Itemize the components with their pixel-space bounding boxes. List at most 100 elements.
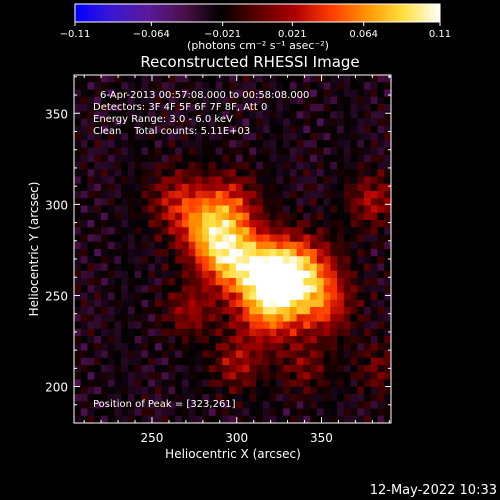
heatmap-cell — [141, 82, 149, 91]
heatmap-cell — [181, 372, 190, 381]
heatmap-cell — [208, 292, 217, 301]
heatmap-cell — [337, 96, 345, 105]
heatmap-cell — [202, 365, 210, 373]
heatmap-cell — [276, 372, 284, 381]
heatmap-cell — [100, 328, 109, 337]
heatmap-cell — [303, 154, 311, 163]
heatmap-cell — [229, 299, 237, 308]
heatmap-cell — [168, 415, 176, 424]
heatmap-cell — [330, 394, 338, 402]
plot-frame — [73, 74, 392, 424]
heatmap-cell — [276, 321, 284, 330]
heatmap-cell — [188, 307, 196, 315]
heatmap-cell — [100, 198, 109, 207]
heatmap-cell — [175, 111, 183, 120]
heatmap-cell — [343, 220, 352, 228]
heatmap-cell — [80, 75, 89, 83]
heatmap-cell — [168, 292, 176, 301]
heatmap-cell — [175, 256, 183, 265]
heatmap-cell — [330, 241, 338, 250]
heatmap-cell — [283, 249, 291, 257]
heatmap-cell — [80, 147, 89, 156]
heatmap-cell — [370, 278, 379, 286]
heatmap-cell — [276, 220, 284, 228]
heatmap-cell — [276, 227, 284, 236]
heatmap-cell — [269, 415, 277, 424]
heatmap-cell — [296, 256, 304, 265]
heatmap-cell — [377, 96, 385, 105]
heatmap-cell — [154, 169, 163, 178]
heatmap-cell — [337, 263, 345, 272]
heatmap-cell — [74, 408, 82, 417]
heatmap-cell — [283, 234, 291, 243]
heatmap-cell — [107, 249, 116, 257]
heatmap-cell — [364, 256, 372, 265]
colorbar-gradient — [74, 3, 441, 23]
heatmap-cell — [114, 285, 122, 294]
heatmap-cell — [80, 234, 89, 243]
heatmap-cell — [141, 249, 149, 257]
heatmap-cell — [377, 270, 385, 279]
heatmap-cell — [80, 372, 89, 381]
heatmap-cell — [235, 379, 244, 388]
heatmap-cell — [256, 270, 264, 279]
heatmap-cell — [195, 220, 203, 228]
heatmap-cell — [87, 118, 95, 127]
heatmap-cell — [222, 343, 230, 352]
heatmap-cell — [337, 183, 345, 192]
heatmap-cell — [262, 343, 271, 352]
heatmap-cell — [256, 176, 264, 185]
heatmap-cell — [249, 198, 257, 207]
heatmap-cell — [249, 314, 257, 323]
heatmap-cell — [242, 205, 250, 214]
heatmap-cell — [337, 336, 345, 344]
heatmap-cell — [87, 176, 95, 185]
heatmap-cell — [269, 191, 277, 199]
heatmap-cell — [370, 285, 379, 294]
heatmap-cell — [74, 140, 82, 149]
heatmap-cell — [141, 357, 149, 366]
heatmap-cell — [377, 140, 385, 149]
heatmap-cell — [303, 82, 311, 91]
heatmap-cell — [161, 372, 170, 381]
heatmap-cell — [384, 169, 392, 178]
heatmap-cell — [188, 394, 196, 402]
heatmap-cell — [74, 241, 82, 250]
heatmap-cell — [384, 307, 392, 315]
heatmap-cell — [141, 111, 149, 120]
heatmap-cell — [188, 176, 196, 185]
heatmap-cell — [323, 89, 331, 98]
heatmap-cell — [107, 205, 116, 214]
heatmap-cell — [134, 372, 143, 381]
peak-position-label: Position of Peak = [323,261] — [93, 399, 236, 410]
heatmap-cell — [269, 292, 277, 301]
heatmap-cell — [296, 96, 304, 105]
heatmap-cell — [316, 394, 325, 402]
heatmap-cell — [384, 154, 392, 163]
heatmap-cell — [269, 379, 277, 388]
heatmap-cell — [370, 147, 379, 156]
heatmap-cell — [208, 336, 217, 344]
heatmap-cell — [235, 365, 244, 373]
heatmap-cell — [370, 89, 379, 98]
heatmap-cell — [269, 133, 277, 141]
heatmap-cell — [127, 169, 136, 178]
heatmap-cell — [256, 357, 264, 366]
heatmap-cell — [337, 191, 345, 199]
heatmap-cell — [289, 401, 298, 410]
heatmap-cell — [114, 343, 122, 352]
heatmap-cell — [202, 343, 210, 352]
x-tick-label: 250 — [141, 431, 164, 445]
heatmap-cell — [242, 241, 250, 250]
heatmap-cell — [175, 357, 183, 366]
heatmap-cell — [357, 176, 365, 185]
heatmap-cell — [370, 372, 379, 381]
heatmap-cell — [276, 96, 284, 105]
heatmap-cell — [316, 415, 325, 424]
annotation-energy-range: Energy Range: 3.0 - 6.0 keV — [93, 114, 233, 125]
colorbar-tick-label: −0.064 — [133, 29, 170, 40]
heatmap-cell — [87, 183, 95, 192]
heatmap-cell — [283, 278, 291, 286]
heatmap-cell — [289, 343, 298, 352]
heatmap-cell — [188, 147, 196, 156]
